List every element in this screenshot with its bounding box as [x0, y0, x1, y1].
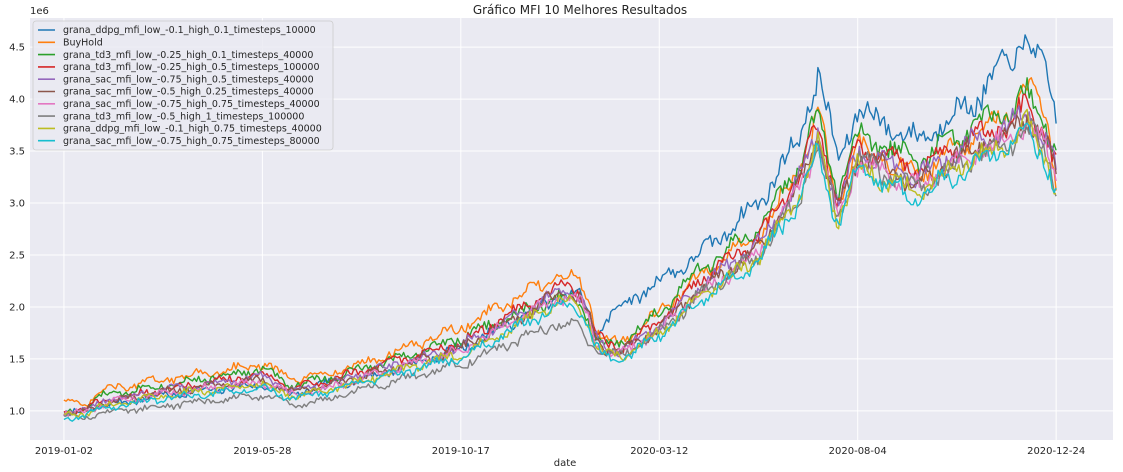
legend-box [32, 20, 334, 151]
series-line [63, 122, 1057, 422]
y-tick-label: 3.0 [9, 199, 25, 210]
series-line [63, 108, 1057, 419]
x-tick-label: 2019-10-17 [432, 446, 490, 457]
x-axis-ticks: 2019-01-02 2019-05-28 2019-10-17 2020-03-12… [35, 446, 1085, 457]
legend-label: grana_td3_mfi_low_-0.25_high_0.1_timeste… [63, 50, 313, 61]
y-axis-ticks: 1.0 1.5 2.0 2.5 3.0 3.5 4.0 4.5 [9, 43, 25, 418]
legend-label: grana_ddpg_mfi_low_-0.1_high_0.1_timeste… [63, 25, 316, 36]
legend-label: BuyHold [63, 38, 103, 49]
legend-label: grana_sac_mfi_low_-0.75_high_0.75_timest… [63, 136, 320, 147]
series-line [63, 122, 1057, 417]
y-multiplier-label: 1e6 [30, 6, 49, 17]
y-tick-label: 1.0 [9, 406, 25, 417]
series-line [63, 93, 1057, 416]
series-line [63, 117, 1057, 420]
x-tick-label: 2020-08-04 [829, 446, 887, 457]
chart-title: Gráfico MFI 10 Melhores Resultados [473, 3, 687, 17]
legend-label: grana_td3_mfi_low_-0.5_high_1_timesteps_… [63, 111, 304, 122]
legend-label: grana_sac_mfi_low_-0.5_high_0.25_timeste… [63, 87, 314, 98]
y-tick-label: 4.5 [9, 43, 25, 54]
x-tick-label: 2019-05-28 [233, 446, 291, 457]
x-axis-label: date [554, 458, 577, 469]
series-line [63, 105, 1057, 416]
y-tick-label: 3.5 [9, 147, 25, 158]
legend-label: grana_td3_mfi_low_-0.25_high_0.5_timeste… [63, 62, 320, 73]
legend-label: grana_sac_mfi_low_-0.75_high_0.75_timest… [63, 99, 320, 110]
y-tick-label: 2.5 [9, 250, 25, 261]
y-tick-label: 1.5 [9, 354, 25, 365]
y-tick-label: 4.0 [9, 95, 25, 106]
legend-label: grana_ddpg_mfi_low_-0.1_high_0.75_timest… [63, 124, 322, 135]
series-line [63, 77, 1057, 407]
x-tick-label: 2020-03-12 [630, 446, 688, 457]
x-tick-label: 2019-01-02 [35, 446, 93, 457]
series-lines [63, 34, 1057, 422]
legend: grana_ddpg_mfi_low_-0.1_high_0.1_timeste… [32, 20, 334, 151]
legend-label: grana_sac_mfi_low_-0.75_high_0.5_timeste… [63, 74, 314, 85]
y-tick-label: 2.0 [9, 302, 25, 313]
x-tick-label: 2020-12-24 [1027, 446, 1085, 457]
